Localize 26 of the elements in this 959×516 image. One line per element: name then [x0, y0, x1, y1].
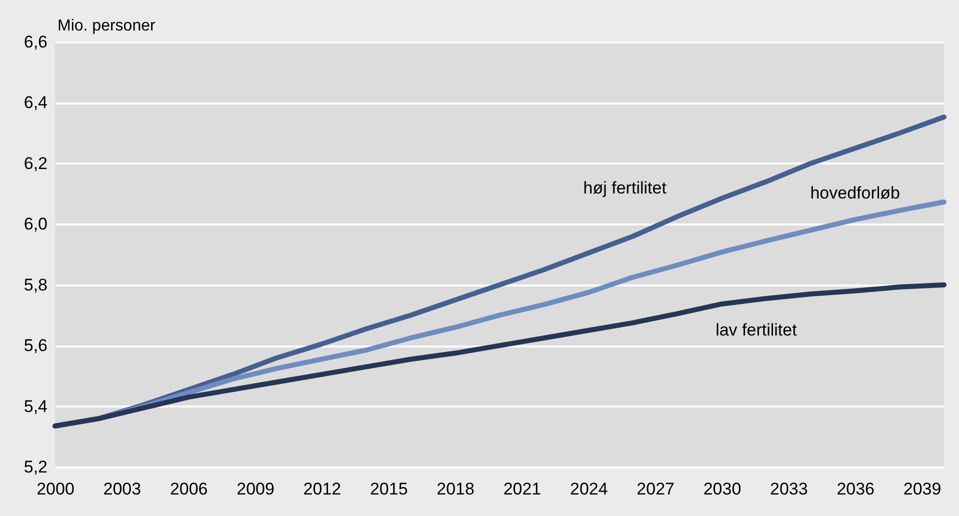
x-tick-label: 2009: [236, 480, 274, 498]
y-tick-label: 6,2: [24, 154, 48, 173]
x-tick-label: 2036: [836, 480, 875, 498]
x-tick-label: 2027: [636, 480, 674, 498]
x-tick-label: 2024: [570, 480, 608, 498]
x-tick-label: 2033: [770, 480, 808, 498]
y-tick-label: 6,4: [24, 93, 48, 112]
series-label: hovedforløb: [810, 184, 900, 203]
y-tick-label: 5,6: [24, 336, 48, 356]
x-tick-label: 2030: [703, 480, 742, 498]
x-tick-label: 2021: [503, 480, 542, 498]
x-tick-label: 2039: [903, 480, 942, 498]
x-tick-label: 2000: [36, 480, 74, 498]
y-axis-title: Mio. personer: [58, 18, 156, 34]
series-label: høj fertilitet: [583, 178, 667, 198]
x-tick-label: 2015: [370, 480, 408, 498]
y-tick-label: 5,8: [24, 275, 48, 294]
x-tick-label: 2018: [436, 480, 474, 498]
x-tick-label: 2012: [303, 480, 342, 498]
y-tick-label: 6,6: [24, 32, 48, 52]
x-tick-label: 2003: [103, 480, 142, 498]
x-tick-label: 2006: [170, 480, 208, 498]
y-tick-label: 6,0: [24, 214, 48, 234]
series-label: lav fertilitet: [716, 320, 798, 340]
y-tick-label: 5,4: [24, 396, 48, 416]
y-tick-label: 5,2: [24, 458, 48, 476]
